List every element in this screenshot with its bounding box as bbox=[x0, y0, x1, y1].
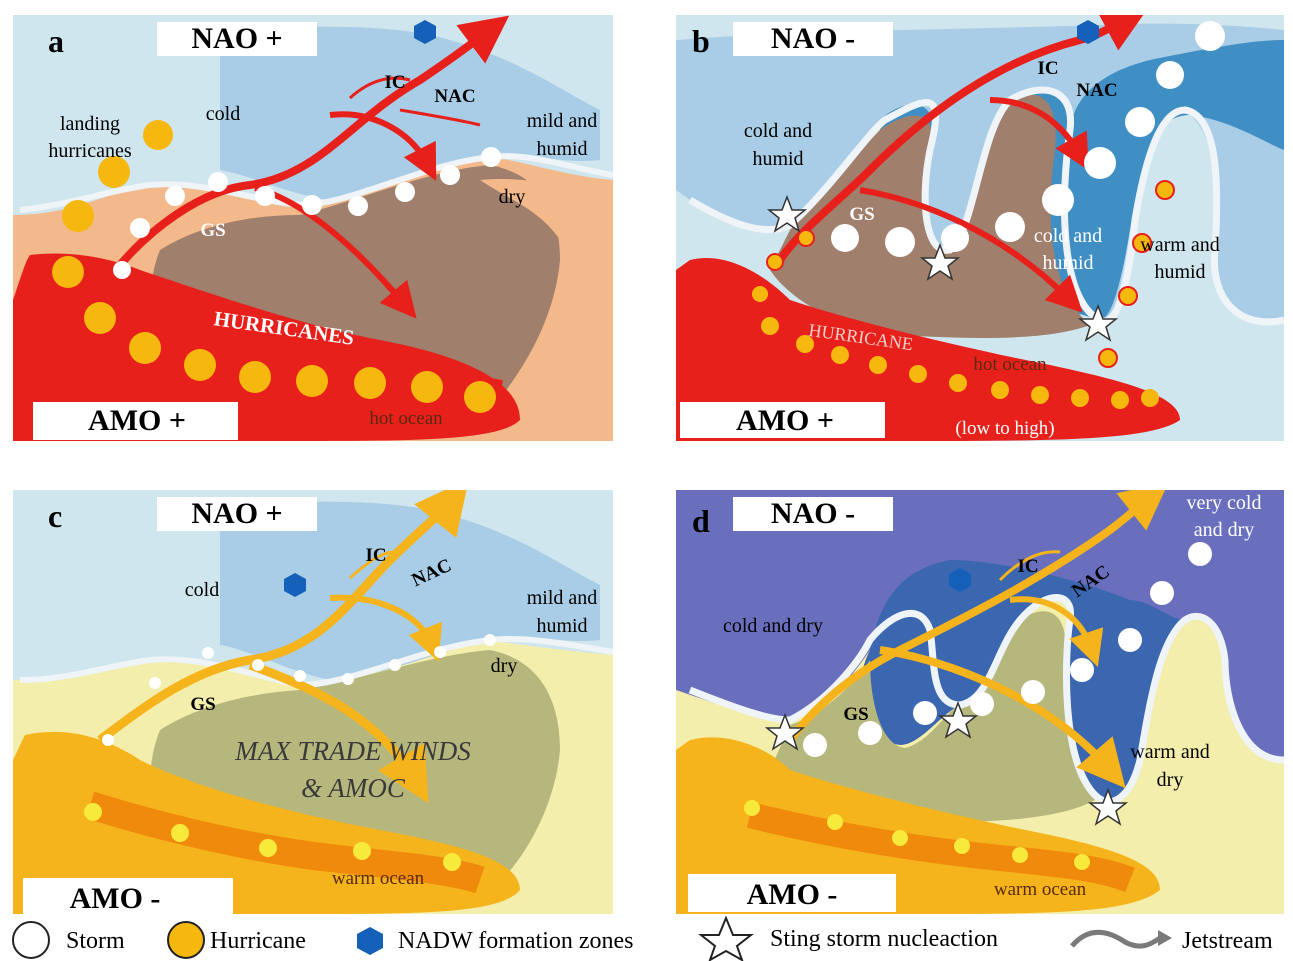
map-label-ic: IC bbox=[1017, 556, 1038, 577]
nao-label-c: NAO + bbox=[191, 497, 282, 530]
map-label-cold-and-dry: cold and dry bbox=[723, 615, 823, 637]
map-label-dry: dry bbox=[491, 655, 518, 677]
map-label-humid: humid bbox=[536, 138, 587, 160]
panel-letter-b: b bbox=[692, 23, 710, 59]
legend-sting: Sting storm nucleaction bbox=[770, 926, 998, 952]
map-label-gs: GS bbox=[843, 704, 868, 725]
nadw-icon bbox=[357, 927, 383, 955]
legend-storm: Storm bbox=[66, 928, 125, 954]
map-label-very-cold: very cold bbox=[1187, 492, 1262, 514]
map-label-gs: GS bbox=[849, 204, 874, 225]
hurricane-icon bbox=[167, 921, 205, 959]
map-label-humid2: humid bbox=[1042, 252, 1093, 274]
map-label-nac: NAC bbox=[1076, 80, 1117, 101]
legend-nadw: NADW formation zones bbox=[398, 928, 634, 954]
panel-a-labels: NAO + AMO + a landing hurricanes cold IC… bbox=[33, 22, 597, 440]
map-label-ic: IC bbox=[1037, 58, 1058, 79]
map-label-and-dry: and dry bbox=[1194, 519, 1255, 541]
map-label-landing: landing bbox=[60, 113, 120, 135]
map-label-hurricanes-land: hurricanes bbox=[48, 140, 132, 162]
map-label-humid: humid bbox=[536, 615, 587, 637]
map-label-cold: cold bbox=[206, 103, 240, 125]
map-label-dry: dry bbox=[1157, 769, 1184, 791]
map-label-mild-and: mild and bbox=[527, 110, 598, 132]
amo-label-a: AMO + bbox=[88, 404, 186, 437]
map-label-hot-ocean: hot ocean bbox=[973, 354, 1047, 375]
legend-jetstream: Jetstream bbox=[1182, 928, 1273, 954]
map-label-warm-ocean: warm ocean bbox=[332, 868, 425, 889]
nao-label-a: NAO + bbox=[191, 22, 282, 55]
legend-hurricane: Hurricane bbox=[210, 928, 306, 954]
nao-label-d: NAO - bbox=[771, 497, 855, 530]
panel-letter-c: c bbox=[48, 498, 62, 534]
map-label-gs: GS bbox=[190, 694, 215, 715]
map-label-warm-and: warm and bbox=[1130, 741, 1209, 763]
map-label-hot-ocean: hot ocean bbox=[369, 408, 443, 429]
amo-label-c: AMO - bbox=[70, 882, 161, 915]
panel-d-labels: NAO - AMO - d very cold and dry cold and… bbox=[688, 492, 1261, 912]
amo-label-b: AMO + bbox=[736, 404, 834, 437]
map-label-warm-and: warm and bbox=[1140, 234, 1219, 256]
map-label-warm-ocean: warm ocean bbox=[994, 879, 1087, 900]
map-label-nac: NAC bbox=[434, 86, 475, 107]
map-label-gs: GS bbox=[200, 220, 225, 241]
map-label-humid1: humid bbox=[752, 148, 803, 170]
map-label-cold: cold bbox=[185, 579, 219, 601]
panel-b bbox=[676, 15, 1284, 441]
map-label-humid3: humid bbox=[1154, 261, 1205, 283]
storm-icon bbox=[12, 921, 50, 959]
panel-b-labels: NAO - AMO + b cold and humid IC NAC GS c… bbox=[680, 22, 1220, 439]
map-label-cold-and2: cold and bbox=[1034, 225, 1102, 247]
legend: Storm Hurricane NADW formation zones Sti… bbox=[12, 915, 1273, 961]
map-label-dry: dry bbox=[499, 186, 526, 208]
map-label-max-trade: MAX TRADE WINDS bbox=[234, 736, 471, 766]
panel-a bbox=[13, 15, 613, 441]
panel-letter-a: a bbox=[48, 23, 64, 59]
map-label-cold-and: cold and bbox=[744, 120, 812, 142]
amo-label-d: AMO - bbox=[747, 878, 838, 911]
panel-d bbox=[676, 490, 1284, 914]
nao-label-b: NAO - bbox=[771, 22, 855, 55]
map-label-low-high: (low to high) bbox=[955, 418, 1054, 439]
panel-c bbox=[13, 490, 613, 914]
panel-letter-d: d bbox=[692, 503, 710, 539]
jetstream-icon bbox=[1070, 929, 1162, 949]
panel-c-labels: NAO + AMO - c cold IC NAC mild and humid… bbox=[23, 497, 597, 915]
map-label-ic: IC bbox=[384, 72, 405, 93]
map-label-ic: IC bbox=[365, 545, 386, 566]
star-icon bbox=[698, 915, 754, 961]
map-label-amoc: & AMOC bbox=[301, 773, 406, 803]
map-label-mild-and: mild and bbox=[527, 587, 598, 609]
